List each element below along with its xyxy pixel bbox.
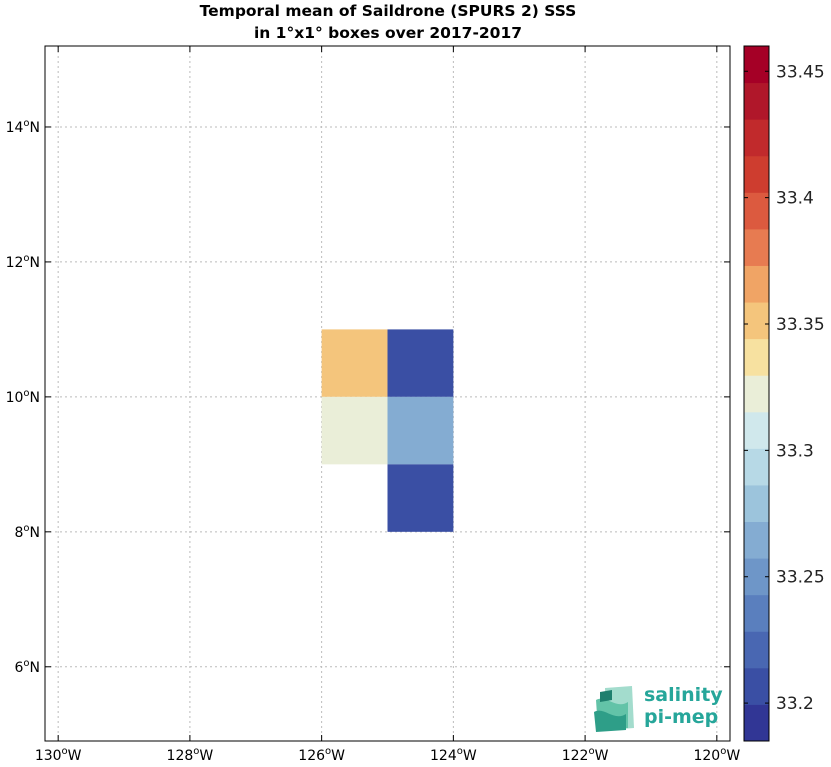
colorbar-segment bbox=[744, 375, 769, 413]
colorbar-segment bbox=[744, 704, 769, 742]
y-tick-label: 14oN bbox=[6, 118, 40, 136]
y-axis-ticks: 6oN 8oN 10oN 12oN 14oN bbox=[6, 118, 730, 676]
y-tick-label: 6oN bbox=[14, 658, 40, 676]
colorbar-segment bbox=[744, 82, 769, 120]
logo-line2: pi-mep bbox=[644, 706, 718, 728]
colorbar-segment bbox=[744, 302, 769, 340]
y-tick-label: 10oN bbox=[6, 388, 40, 406]
sss-cell bbox=[387, 464, 454, 532]
colorbar-segment bbox=[744, 594, 769, 632]
x-tick-label: 128oW bbox=[167, 746, 214, 763]
colorbar-frame bbox=[743, 45, 770, 742]
y-tick-label: 12oN bbox=[6, 253, 40, 271]
x-tick-label: 122oW bbox=[562, 746, 609, 763]
salinity-pi-mep-logo: salinity pi-mep bbox=[594, 684, 723, 732]
colorbar-tick-label: 33.45 bbox=[776, 62, 825, 82]
colorbar bbox=[744, 46, 769, 742]
colorbar-tick-label: 33.2 bbox=[776, 694, 814, 714]
logo-wave-icon bbox=[594, 686, 634, 732]
colorbar-tick-label: 33.4 bbox=[776, 189, 814, 209]
colorbar-segment bbox=[744, 411, 769, 449]
x-tick-label: 130oW bbox=[35, 746, 82, 763]
colorbar-ticks: 33.2 33.25 33.3 33.35 33.4 33.45 bbox=[744, 62, 825, 714]
grid-lines bbox=[45, 46, 730, 741]
colorbar-segment bbox=[744, 558, 769, 596]
colorbar-segment bbox=[744, 484, 769, 523]
colorbar-segment bbox=[744, 448, 769, 486]
sss-cell bbox=[387, 329, 454, 397]
sss-cell bbox=[387, 396, 454, 465]
chart-title: Temporal mean of Saildrone (SPURS 2) SSS bbox=[200, 2, 577, 20]
map-frame bbox=[44, 45, 731, 742]
colorbar-segment bbox=[744, 521, 769, 559]
x-tick-label: 126oW bbox=[298, 746, 345, 763]
logo-line1: salinity bbox=[644, 684, 723, 706]
colorbar-segment bbox=[744, 228, 769, 266]
colorbar-segment bbox=[744, 155, 769, 193]
colorbar-segment bbox=[744, 192, 769, 230]
colorbar-segment bbox=[744, 338, 769, 376]
colorbar-segment bbox=[744, 119, 769, 157]
colorbar-tick-label: 33.25 bbox=[776, 568, 825, 588]
sss-cell bbox=[321, 396, 388, 465]
data-cells bbox=[321, 329, 454, 532]
x-tick-label: 124oW bbox=[430, 746, 477, 763]
colorbar-tick-label: 33.35 bbox=[776, 315, 825, 335]
x-tick-label: 120oW bbox=[693, 746, 740, 763]
chart-subtitle: in 1°x1° boxes over 2017-2017 bbox=[254, 24, 522, 42]
x-axis-ticks: 130oW 128oW 126oW 124oW 122oW 120oW bbox=[35, 46, 740, 764]
colorbar-segment bbox=[744, 265, 769, 303]
y-tick-label: 8oN bbox=[14, 523, 40, 541]
colorbar-segment bbox=[744, 667, 769, 705]
colorbar-segment bbox=[744, 46, 769, 84]
colorbar-segment bbox=[744, 631, 769, 669]
colorbar-tick-label: 33.3 bbox=[776, 441, 814, 461]
sss-cell bbox=[321, 329, 388, 397]
